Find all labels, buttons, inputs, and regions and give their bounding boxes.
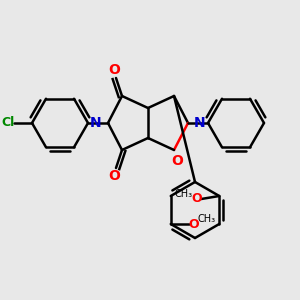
Text: CH₃: CH₃ [174, 189, 192, 199]
Text: N: N [90, 116, 102, 130]
Text: O: O [188, 218, 199, 230]
Text: O: O [108, 169, 120, 183]
Text: O: O [108, 63, 120, 77]
Text: N: N [194, 116, 206, 130]
Text: O: O [171, 154, 183, 168]
Text: O: O [191, 193, 202, 206]
Text: Cl: Cl [2, 116, 15, 130]
Text: CH₃: CH₃ [198, 214, 216, 224]
